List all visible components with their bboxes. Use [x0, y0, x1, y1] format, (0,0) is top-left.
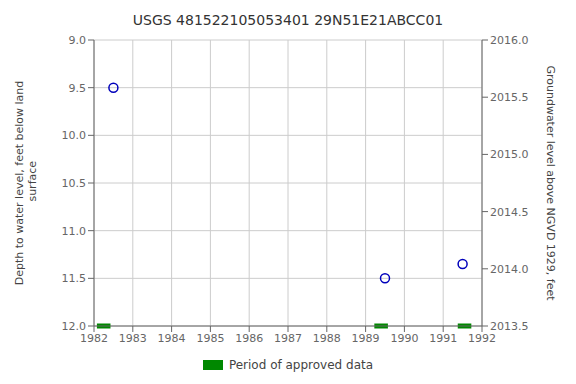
- svg-text:2013.5: 2013.5: [490, 320, 529, 333]
- svg-text:12.0: 12.0: [62, 320, 87, 333]
- svg-text:1990: 1990: [390, 332, 418, 345]
- svg-text:1992: 1992: [468, 332, 496, 345]
- svg-text:2015.5: 2015.5: [490, 91, 529, 104]
- svg-text:Groundwater level above NGVD 1: Groundwater level above NGVD 1929, feet: [544, 65, 557, 301]
- svg-text:2014.5: 2014.5: [490, 206, 529, 219]
- svg-text:11.0: 11.0: [62, 225, 87, 238]
- svg-text:1984: 1984: [158, 332, 186, 345]
- svg-text:1988: 1988: [313, 332, 341, 345]
- svg-text:10.0: 10.0: [62, 129, 87, 142]
- svg-text:1982: 1982: [80, 332, 108, 345]
- svg-text:1991: 1991: [429, 332, 457, 345]
- svg-text:1985: 1985: [196, 332, 224, 345]
- svg-text:1986: 1986: [235, 332, 263, 345]
- svg-text:1989: 1989: [352, 332, 380, 345]
- svg-text:2015.0: 2015.0: [490, 148, 529, 161]
- html-text:Period of approved data: Period of approved data: [228, 358, 374, 372]
- svg-text:10.5: 10.5: [62, 177, 87, 190]
- svg-text:1983: 1983: [119, 332, 147, 345]
- svg-text:9.0: 9.0: [69, 34, 87, 47]
- svg-text:9.5: 9.5: [69, 82, 87, 95]
- html-text:USGS 481522105053401 29N51E21A: USGS 481522105053401 29N51E21ABCC01: [132, 12, 444, 28]
- svg-text:2014.0: 2014.0: [490, 263, 529, 276]
- svg-text:1987: 1987: [274, 332, 302, 345]
- svg-text:2016.0: 2016.0: [490, 34, 529, 47]
- svg-text:11.5: 11.5: [62, 272, 87, 285]
- svg-text:Depth to water level, feet bel: Depth to water level, feet below land su…: [13, 81, 39, 286]
